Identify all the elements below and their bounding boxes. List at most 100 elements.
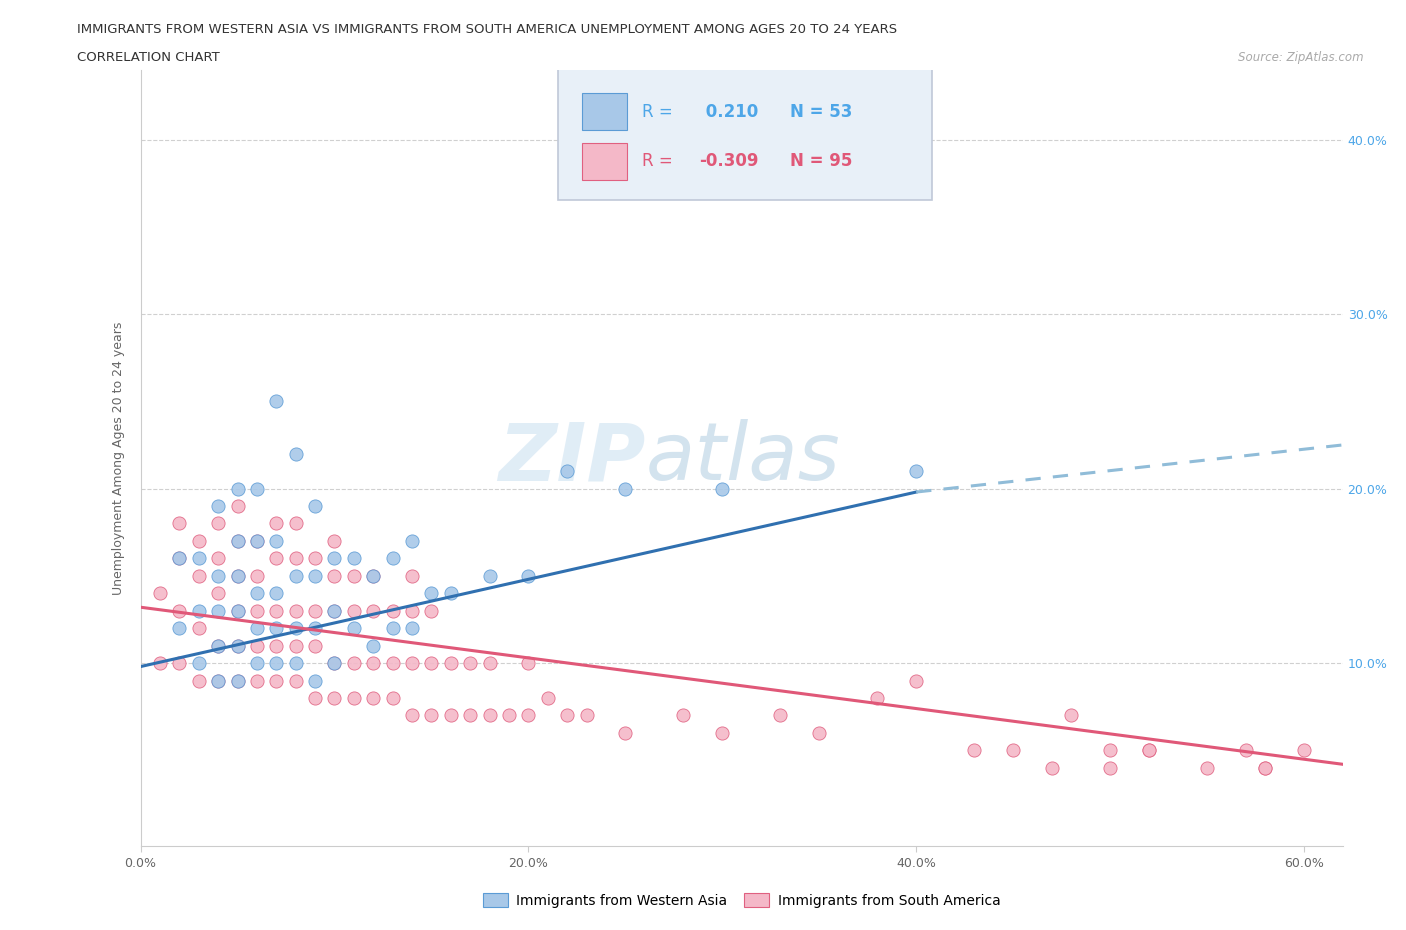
Point [304,568,326,583]
Point [187,568,209,583]
Text: IMMIGRANTS FROM WESTERN ASIA VS IMMIGRANTS FROM SOUTH AMERICA UNEMPLOYMENT AMONG: IMMIGRANTS FROM WESTERN ASIA VS IMMIGRAN… [77,23,897,36]
Point [401,604,423,618]
Point [226,638,249,653]
Point [401,656,423,671]
Point [381,604,404,618]
Point [304,604,326,618]
Point [401,534,423,549]
Point [304,638,326,653]
Bar [582,93,627,130]
Point [304,620,326,635]
Point [284,604,307,618]
Point [1137,743,1160,758]
Point [207,586,229,601]
Point [266,638,288,653]
Point [246,481,269,496]
Point [343,620,366,635]
Point [246,638,269,653]
Point [226,673,249,688]
Point [440,708,463,723]
Point [420,604,443,618]
Point [149,586,172,601]
Point [266,586,288,601]
Text: R =: R = [643,153,672,170]
Point [187,656,209,671]
Point [187,620,209,635]
Point [1234,743,1257,758]
Point [246,568,269,583]
Point [381,551,404,565]
Point [187,551,209,565]
Point [1099,743,1122,758]
Point [284,516,307,531]
Text: R =: R = [643,102,672,121]
Point [246,673,269,688]
Point [1292,743,1315,758]
Point [517,656,540,671]
Point [1060,708,1083,723]
Point [323,604,346,618]
Point [440,656,463,671]
Point [517,568,540,583]
Point [266,673,288,688]
Point [304,673,326,688]
Point [1195,761,1218,776]
Point [207,551,229,565]
FancyBboxPatch shape [558,67,932,200]
Point [323,656,346,671]
Point [401,568,423,583]
Point [361,656,384,671]
Point [1137,743,1160,758]
Point [361,638,384,653]
Point [323,604,346,618]
Point [246,604,269,618]
Point [343,656,366,671]
Point [226,568,249,583]
Point [284,673,307,688]
Point [207,568,229,583]
Point [207,604,229,618]
Point [343,568,366,583]
Point [478,708,501,723]
Point [1254,761,1277,776]
Point [226,604,249,618]
Point [246,586,269,601]
Point [207,673,229,688]
Point [1099,761,1122,776]
Point [266,620,288,635]
Point [226,481,249,496]
Point [808,725,831,740]
Text: -0.309: -0.309 [700,153,759,170]
Point [304,498,326,513]
Point [381,691,404,706]
Point [440,586,463,601]
Point [420,708,443,723]
Point [381,656,404,671]
Point [555,708,578,723]
Point [905,464,928,479]
Point [304,551,326,565]
Text: ZIP: ZIP [498,419,645,497]
Point [266,534,288,549]
Point [169,604,191,618]
Text: N = 53: N = 53 [790,102,852,121]
Point [1254,761,1277,776]
Point [672,708,695,723]
Legend: Immigrants from Western Asia, Immigrants from South America: Immigrants from Western Asia, Immigrants… [478,887,1005,913]
Point [498,708,520,723]
Bar [582,142,627,180]
Point [323,656,346,671]
Point [246,656,269,671]
Point [169,656,191,671]
Point [226,534,249,549]
Point [187,534,209,549]
Point [963,743,986,758]
Point [458,656,481,671]
Point [169,551,191,565]
Point [266,516,288,531]
Point [246,534,269,549]
Point [361,604,384,618]
Point [614,725,637,740]
Text: 0.210: 0.210 [700,102,758,121]
Point [187,673,209,688]
